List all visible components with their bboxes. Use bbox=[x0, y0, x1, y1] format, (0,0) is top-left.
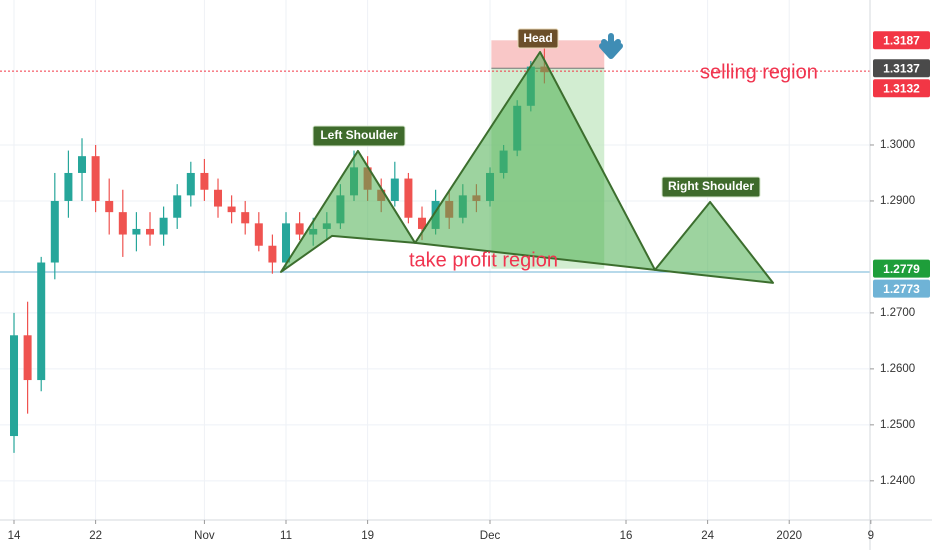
x-tick-label: Nov bbox=[194, 530, 215, 542]
x-tick-label: 2020 bbox=[776, 530, 802, 542]
annotations: Head Left Shoulder Right Shoulder sellin… bbox=[312, 28, 818, 271]
candle-body bbox=[390, 178, 399, 201]
y-tick-label: 1.2500 bbox=[880, 419, 915, 431]
y-tick-label: 1.2600 bbox=[880, 363, 915, 375]
candle-body bbox=[214, 189, 223, 207]
candle-body bbox=[159, 217, 168, 235]
candle-body bbox=[78, 156, 87, 173]
candle-body bbox=[64, 172, 73, 201]
selling-region-label: selling region bbox=[700, 61, 818, 83]
time-axis-bg bbox=[0, 520, 932, 550]
price-label: 1.3132 bbox=[883, 81, 920, 95]
pattern bbox=[279, 51, 775, 284]
right-shoulder-tag-box bbox=[661, 176, 761, 198]
take-profit-label: take profit region bbox=[409, 249, 558, 271]
candle-body bbox=[132, 228, 141, 235]
candle-body bbox=[10, 335, 19, 437]
price-label: 1.3137 bbox=[883, 61, 920, 75]
x-tick-label: 14 bbox=[8, 530, 21, 542]
price-labels: 1.3187 1.3137 1.3132 1.2779 1.2773 bbox=[873, 31, 930, 298]
price-label: 1.3187 bbox=[883, 33, 920, 47]
candle-body bbox=[91, 156, 100, 201]
price-label-box bbox=[873, 31, 930, 50]
candle-body bbox=[200, 172, 209, 190]
candle-body bbox=[173, 195, 182, 218]
candle-body bbox=[282, 223, 291, 263]
x-tick-label: 11 bbox=[280, 530, 292, 542]
x-tick-label: Dec bbox=[480, 530, 501, 542]
candle-body bbox=[268, 245, 277, 263]
tick-labels: 1.2400 1.2500 1.2600 1.2700 1.2900 1.3000 14 22… bbox=[8, 139, 916, 542]
candle-body bbox=[295, 223, 304, 235]
candle-body bbox=[105, 200, 114, 213]
y-tick-label: 1.2700 bbox=[880, 307, 915, 319]
price-label: 1.2779 bbox=[883, 262, 920, 276]
candle-body bbox=[241, 212, 250, 224]
candle-body bbox=[50, 200, 59, 263]
price-label-box bbox=[873, 259, 930, 278]
pattern-triangle bbox=[414, 51, 656, 271]
candle-body bbox=[227, 206, 236, 213]
candle-body bbox=[146, 228, 155, 235]
candle-body bbox=[37, 262, 46, 381]
y-tick-label: 1.2900 bbox=[880, 195, 915, 207]
pattern-triangle bbox=[653, 200, 775, 284]
x-tick-label: 16 bbox=[620, 530, 633, 542]
price-label-box bbox=[873, 79, 930, 98]
price-label-box bbox=[873, 59, 930, 78]
candle-body bbox=[418, 217, 427, 229]
x-tick-label: 24 bbox=[701, 530, 714, 542]
y-tick-label: 1.3000 bbox=[880, 139, 915, 151]
down-arrow-icon bbox=[599, 33, 623, 59]
candle-body bbox=[23, 335, 32, 381]
x-tick-label: 22 bbox=[89, 530, 102, 542]
price-label-box bbox=[873, 279, 930, 298]
head-tag-box bbox=[517, 28, 559, 49]
candle-body bbox=[186, 172, 195, 196]
right-shoulder-tag: Right Shoulder bbox=[668, 179, 754, 193]
head-tag: Head bbox=[523, 31, 552, 45]
candle-body bbox=[118, 212, 127, 235]
candle-body bbox=[404, 178, 413, 218]
candle-body bbox=[254, 223, 263, 246]
y-tick-label: 1.2400 bbox=[880, 475, 915, 487]
x-tick-label: 9 bbox=[868, 530, 874, 542]
price-label: 1.2773 bbox=[883, 282, 920, 296]
left-shoulder-tag-box bbox=[312, 125, 406, 147]
left-shoulder-tag: Left Shoulder bbox=[320, 128, 398, 142]
x-tick-label: 19 bbox=[361, 530, 374, 542]
